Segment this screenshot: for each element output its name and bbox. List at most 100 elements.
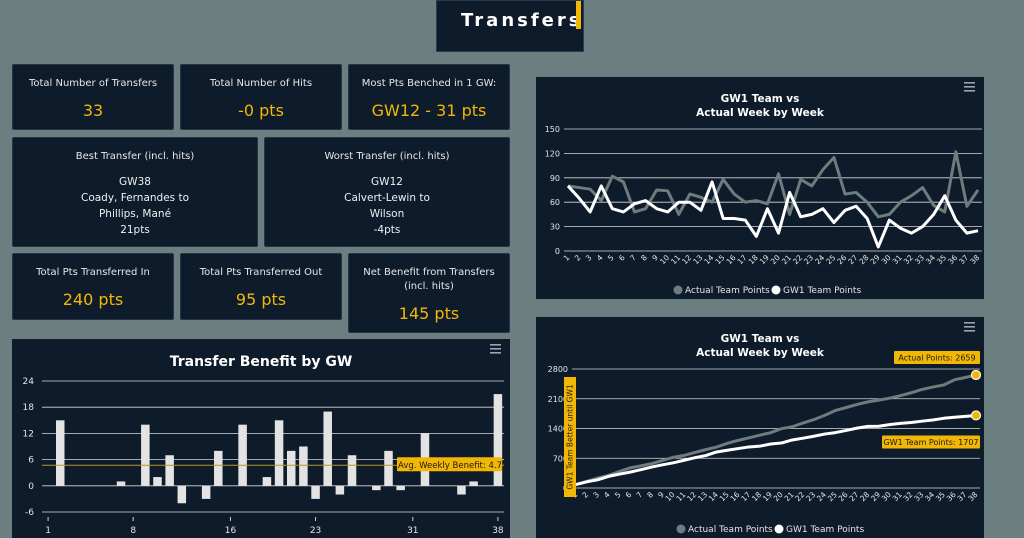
y-tick-label: 90 [550, 174, 560, 183]
bar [323, 411, 332, 486]
x-tick-label: 3 [584, 253, 594, 263]
card-value: -0 pts [238, 101, 284, 120]
card-line: Wilson [369, 208, 405, 220]
accent [576, 1, 581, 29]
menu-icon [964, 86, 975, 88]
series-line [567, 150, 980, 219]
legend-marker [676, 524, 686, 534]
bar [493, 394, 503, 486]
menu-icon [490, 344, 501, 346]
menu-icon [964, 322, 975, 324]
y-tick-label: 0 [28, 482, 34, 492]
annotation-box [564, 377, 576, 497]
legend-label: Actual Team Points [685, 286, 770, 296]
menu-icon [964, 82, 975, 84]
x-tick-label: 4 [602, 490, 612, 500]
bar [299, 446, 308, 486]
y-tick-label: 0 [555, 247, 560, 256]
bar [201, 485, 211, 499]
bar [116, 481, 126, 486]
legend-marker [771, 285, 781, 295]
line-chart: GW1 Team vs Actual Week by Week 0 30 60 90 120… [536, 77, 984, 299]
y-tick-label: 2800 [548, 365, 568, 374]
legend-marker [673, 285, 683, 295]
x-tick-label: 8 [130, 526, 136, 536]
stat-card: Total Pts Transferred In 240 pts [12, 253, 174, 320]
legend-label: GW1 Team Points [786, 525, 864, 535]
card-label: Best Transfer (incl. hits) [75, 151, 195, 162]
chart-title: Actual Week by Week [696, 107, 825, 119]
bar [311, 485, 320, 499]
stat-card: Total Number of Transfers 33 [12, 64, 174, 130]
annotation-box [397, 457, 502, 472]
bar [372, 485, 381, 491]
menu-icon [964, 330, 975, 332]
card-label: Net Benefit from Transfers (incl. hits) [363, 267, 495, 292]
bar [262, 477, 272, 486]
series-line [575, 413, 977, 487]
bar [141, 424, 150, 486]
x-tick-label: 38 [966, 490, 979, 503]
bar [55, 420, 65, 486]
card-line: GW38 [119, 176, 151, 188]
x-tick-label: 7 [628, 253, 638, 263]
card-label: Total Pts Transferred Out [199, 267, 323, 278]
x-tick-label: 5 [606, 253, 616, 263]
menu-icon [964, 90, 975, 92]
bar [238, 424, 247, 486]
stat-card: Most Pts Benched in 1 GW: GW12 - 31 pts [348, 64, 510, 130]
x-tick-label: 8 [645, 490, 655, 500]
x-tick-label: 3 [591, 490, 601, 500]
bar [214, 450, 223, 486]
x-tick-label: 1 [45, 526, 51, 536]
y-tick-label: 120 [545, 149, 560, 158]
legend-label: Actual Team Points [688, 525, 773, 535]
y-tick-label: 60 [550, 198, 560, 207]
card-label: Worst Transfer (incl. hits) [324, 151, 450, 162]
x-tick-label: 8 [639, 253, 649, 263]
x-tick-label: 2 [580, 490, 590, 500]
y-tick-label: 6 [28, 456, 34, 466]
bar [457, 485, 466, 495]
card-value: 145 pts [398, 304, 460, 323]
card-value: 240 pts [62, 290, 124, 309]
y-tick-label: 30 [550, 223, 560, 232]
y-tick-label: 150 [545, 125, 560, 134]
bar [177, 485, 187, 504]
y-tick-label: 1400 [548, 425, 568, 434]
x-tick-label: 9 [650, 253, 660, 263]
bar [469, 481, 478, 486]
x-tick-label: 4 [595, 253, 605, 263]
card-label: Most Pts Benched in 1 GW: [361, 78, 497, 89]
legend-label: GW1 Team Points [783, 286, 861, 296]
card-line: Coady, Fernandes to [80, 192, 190, 204]
x-tick-label: 31 [407, 526, 418, 536]
card-line: GW12 [371, 176, 403, 188]
annotation: Actual Points: 2659 [898, 353, 975, 362]
bar [286, 450, 296, 486]
x-tick-label: 23 [310, 526, 321, 536]
card-label: Total Pts Transferred In [36, 267, 150, 278]
annotation: GW1 Team Better until GW1 [566, 384, 575, 490]
card-value: GW12 - 31 pts [371, 101, 487, 120]
stat-card: Total Number of Hits -0 pts [180, 64, 342, 130]
card-label: Total Number of Hits [209, 78, 313, 89]
menu-icon [490, 348, 501, 350]
card-line: Calvert-Lewin to [344, 192, 430, 204]
x-tick-label: 6 [617, 253, 627, 263]
annotation: GW1 Team Points: 1707 [883, 438, 978, 447]
annotation-box [882, 435, 980, 449]
card-line: Phillips, Mané [98, 208, 172, 220]
chart-title: Transfer Benefit by GW [170, 354, 353, 370]
y-tick-label: -6 [25, 508, 34, 518]
x-tick-label: 7 [635, 490, 645, 500]
stat-card: Best Transfer (incl. hits) GW38 Coady, Fe… [12, 137, 258, 247]
series-line [575, 373, 977, 487]
bar [347, 455, 357, 486]
y-tick-label: 2100 [548, 395, 568, 404]
stat-card: Net Benefit from Transfers (incl. hits) 1… [348, 253, 510, 333]
chart-title: Actual Week by Week [696, 347, 825, 359]
